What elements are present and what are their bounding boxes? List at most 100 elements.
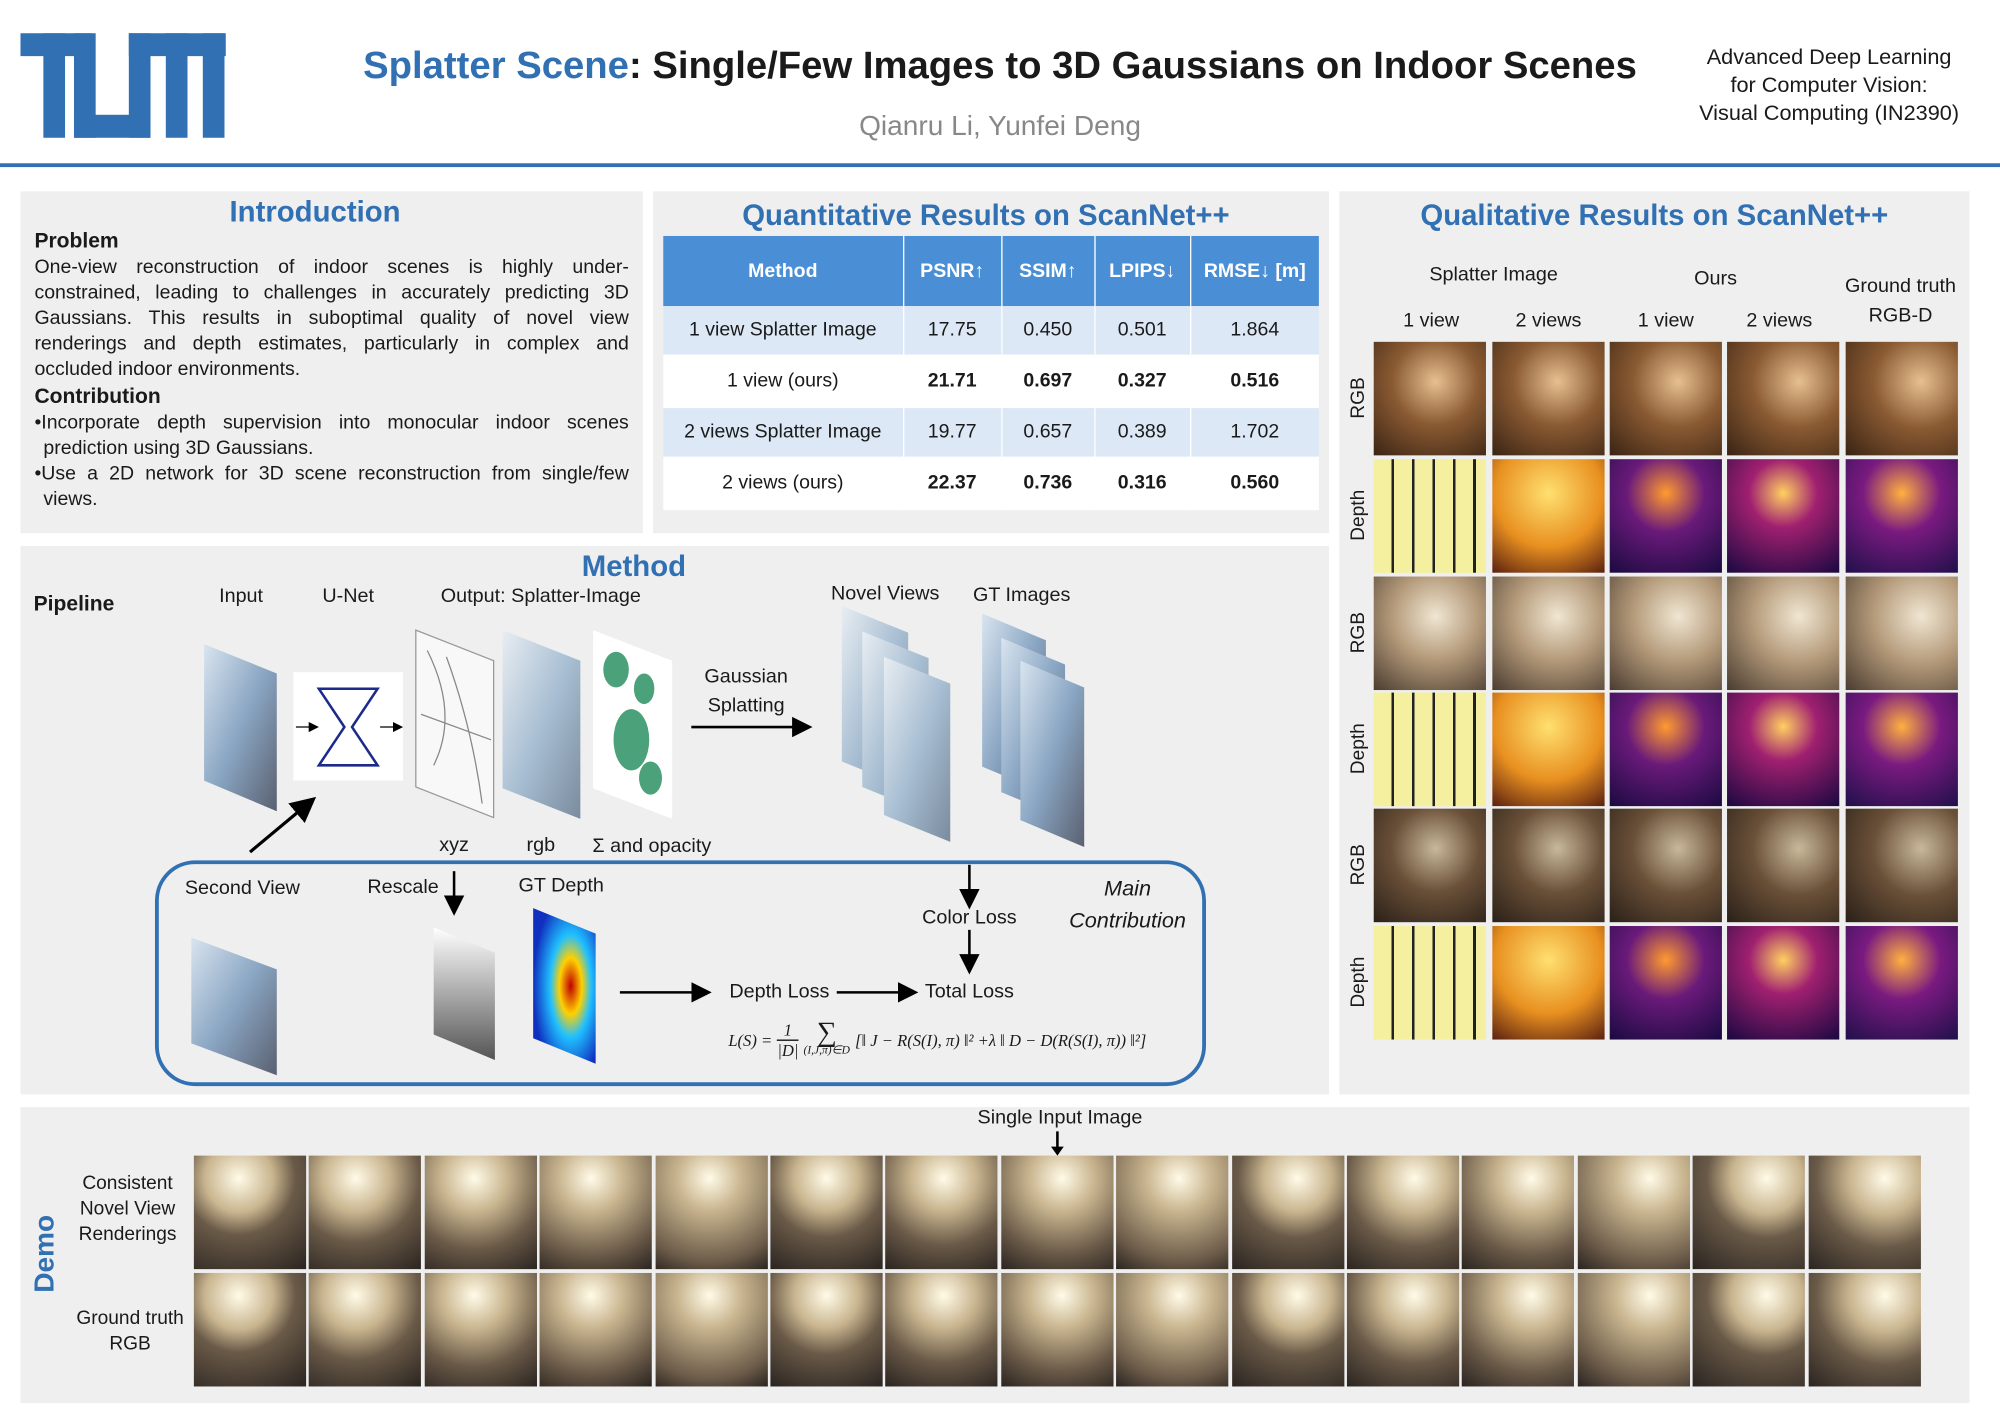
section-title: Demo xyxy=(28,1214,60,1293)
table-cell: 0.389 xyxy=(1093,408,1191,457)
header-cell: PSNR↑ xyxy=(902,235,1002,307)
stage-label: Input xyxy=(219,585,264,608)
result-image xyxy=(1373,808,1486,923)
result-image xyxy=(1845,576,1958,691)
demo-image xyxy=(1808,1272,1921,1387)
stage-label: rgb xyxy=(526,834,556,856)
poster-title: Splatter Scene: Single/Few Images to 3D … xyxy=(363,45,1637,88)
result-image xyxy=(1492,341,1605,456)
input-arrow xyxy=(1051,1131,1064,1156)
formula-part: |D| xyxy=(777,1039,799,1060)
formula-part: 1 xyxy=(783,1020,793,1040)
loss-label: Depth Loss xyxy=(729,980,830,1003)
result-image xyxy=(1727,341,1840,456)
stage-label: xyz xyxy=(439,834,469,856)
table-cell: 22.37 xyxy=(902,456,1002,511)
demo-image xyxy=(1462,1272,1575,1387)
result-image xyxy=(1845,926,1958,1040)
row-label: Depth xyxy=(1347,723,1370,775)
demo-image xyxy=(539,1272,653,1387)
authors: Qianru Li, Yunfei Deng xyxy=(859,109,1141,142)
result-image xyxy=(1845,808,1958,923)
demo-image xyxy=(309,1155,422,1270)
demo-image xyxy=(655,1272,768,1387)
row-label: Depth xyxy=(1347,489,1370,541)
demo-image xyxy=(1462,1155,1575,1270)
stage-label: GT Images xyxy=(972,584,1071,606)
stage-label: Σ and opacity xyxy=(592,835,712,858)
intro-panel: Introduction Problem One-view reconstruc… xyxy=(20,191,643,534)
table-cell: 2 views Splatter Image xyxy=(663,408,904,457)
main-contribution: Main Contribution xyxy=(1069,876,1187,933)
demo-image xyxy=(1001,1155,1114,1270)
demo-image xyxy=(309,1272,422,1387)
heading: Contribution xyxy=(34,385,161,409)
table-cell: 0.450 xyxy=(1000,306,1095,355)
table-cell: 0.697 xyxy=(1000,354,1095,409)
demo-image xyxy=(1346,1272,1460,1387)
column-label: 2 views xyxy=(1515,309,1582,332)
formula-part: [‖ J − R(S(I), π) ‖² +λ ‖ D − D(R(S(I), … xyxy=(854,1029,1147,1050)
row-label: RGB xyxy=(1347,377,1370,419)
demo-image xyxy=(424,1155,537,1270)
table-cell: 0.516 xyxy=(1189,354,1319,409)
loss-formula: L(S) = 1 |D| ∑ (I,J,π)∈D [‖ J − R(S(I), π)… xyxy=(728,1017,1147,1060)
result-image xyxy=(1727,576,1840,691)
table-cell: 0.316 xyxy=(1093,456,1191,511)
table-cell: 19.77 xyxy=(902,408,1002,457)
header-cell: LPIPS↓ xyxy=(1093,235,1191,307)
stage-label: Output: Splatter-Image xyxy=(440,585,641,608)
column-label: 2 views xyxy=(1746,309,1813,332)
table-row: 1 view (ours) 21.71 0.697 0.327 0.516 xyxy=(663,354,1319,409)
result-image xyxy=(1845,692,1958,807)
title-rest: : Single/Few Images to 3D Gaussians on I… xyxy=(628,44,1637,87)
heading: Problem xyxy=(34,229,119,253)
header-cell: Method xyxy=(663,235,904,307)
result-image xyxy=(1609,692,1722,807)
demo-image xyxy=(1808,1155,1921,1270)
bullet: •Incorporate depth supervision into mono… xyxy=(34,411,629,460)
demo-image xyxy=(539,1155,653,1270)
demo-image xyxy=(1692,1272,1806,1387)
loss-label: Color Loss xyxy=(922,906,1017,929)
header-cell: RMSE↓ [m] xyxy=(1189,235,1319,307)
table-cell: 21.71 xyxy=(902,354,1002,409)
result-image xyxy=(1727,459,1840,573)
result-image xyxy=(1609,808,1722,923)
result-image xyxy=(1727,808,1840,923)
result-image xyxy=(1373,926,1486,1040)
row-label: Ground truth RGB xyxy=(76,1307,184,1355)
result-image xyxy=(1727,692,1840,807)
result-image xyxy=(1492,808,1605,923)
group-label: Ours xyxy=(1694,267,1737,290)
demo-image xyxy=(885,1155,998,1270)
demo-image xyxy=(1231,1272,1344,1387)
result-image xyxy=(1845,341,1958,456)
course-line: for Computer Vision: xyxy=(1730,72,1928,97)
bullet: •Use a 2D network for 3D scene reconstru… xyxy=(34,463,629,511)
section-title: Method xyxy=(581,549,687,583)
section-title: Qualitative Results on ScanNet++ xyxy=(1420,198,1889,232)
table-cell: 1 view Splatter Image xyxy=(663,306,904,355)
table-cell: 2 views (ours) xyxy=(663,456,904,511)
qual-panel: Qualitative Results on ScanNet++ Splatte… xyxy=(1339,191,1970,1095)
demo-image xyxy=(1116,1155,1229,1270)
table-cell: 1 view (ours) xyxy=(663,354,904,409)
pipeline-diagram xyxy=(154,605,1206,1087)
table-row: 1 view Splatter Image 17.75 0.450 0.501 1.86… xyxy=(663,306,1319,355)
group-label: Splatter Image xyxy=(1429,264,1558,286)
demo-image xyxy=(193,1155,307,1270)
stage-label: Rescale xyxy=(367,876,439,898)
table-cell: 0.327 xyxy=(1093,354,1191,409)
paragraph: One-view reconstruction of indoor scenes… xyxy=(34,256,629,381)
stage-label: Gaussian Splatting xyxy=(704,665,788,717)
row-label: Depth xyxy=(1347,956,1370,1008)
header-cell: SSIM↑ xyxy=(1000,235,1095,307)
section-title: Quantitative Results on ScanNet++ xyxy=(742,198,1230,232)
demo-image xyxy=(1231,1155,1344,1270)
demo-image xyxy=(1001,1272,1114,1387)
course-line: Visual Computing (IN2390) xyxy=(1699,100,1960,125)
group-label: Ground truth RGB-D xyxy=(1845,275,1957,327)
result-image xyxy=(1609,459,1722,573)
